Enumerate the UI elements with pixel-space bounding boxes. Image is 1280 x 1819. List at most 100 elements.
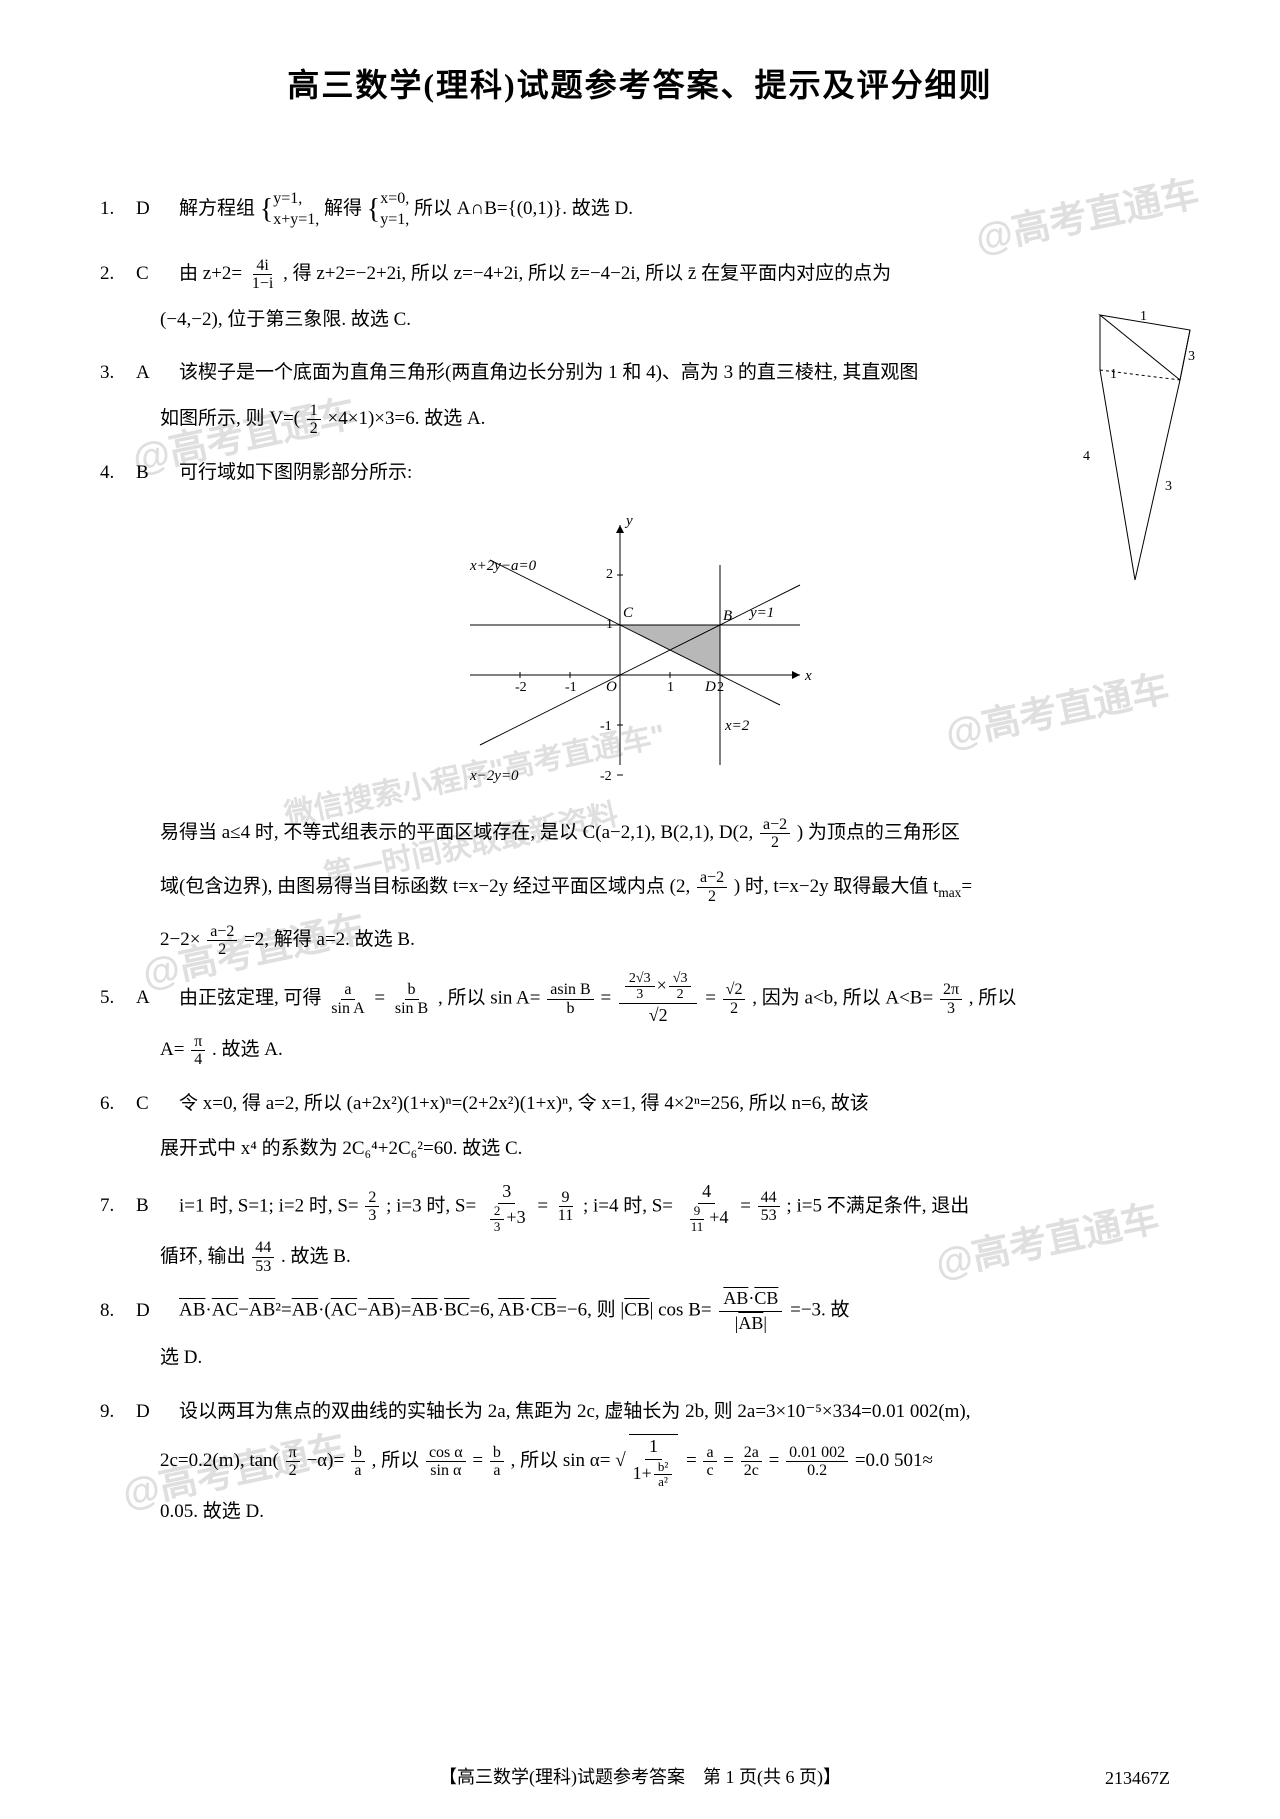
frac-den: √2 (645, 1004, 672, 1027)
sys-line: x=0, (380, 189, 409, 210)
frac-den: 2 (673, 987, 688, 1002)
text: 该楔子是一个底面为直角三角形(两直角边长分别为 1 和 4)、高为 3 的直三棱… (179, 362, 918, 383)
frac-num: b (405, 981, 419, 1000)
frac-den: |AB| (731, 1312, 771, 1335)
text: . 故选 B. (281, 1246, 351, 1267)
vector: CB (624, 1300, 649, 1321)
svg-text:C: C (623, 605, 634, 621)
text: . 故选 A. (212, 1039, 283, 1060)
text: 易得当 a≤4 时, 不等式组表示的平面区域存在, 是以 C(a−2,1), B… (160, 822, 753, 843)
frac-num: 9 (559, 1189, 573, 1208)
svg-text:O: O (606, 679, 617, 695)
text: 域(包含边界), 由图易得当目标函数 t=x−2y 经过平面区域内点 (2, (160, 876, 690, 897)
item-num: 5. (100, 975, 136, 1021)
item-answer: D (136, 186, 160, 232)
frac-den: a (490, 1462, 503, 1480)
frac-num: 44 (758, 1189, 780, 1208)
coordinate-graph: -2 -1 1 2 1 2 -1 -2 x (100, 505, 1180, 790)
svg-text:B: B (723, 608, 732, 624)
sub: max (938, 885, 961, 900)
frac-num: √3 (669, 971, 692, 987)
text: − (357, 1300, 368, 1321)
frac-den: 11 (555, 1207, 576, 1225)
text: | (763, 1313, 767, 1333)
svg-text:x: x (804, 668, 812, 684)
text: 1+ (633, 1463, 652, 1483)
text: ; i=4 时, S= (583, 1195, 673, 1216)
text: =0.0 501≈ (855, 1450, 933, 1471)
prism-label: 3 (1165, 479, 1172, 494)
text: )= (394, 1300, 411, 1321)
text: +3 (506, 1207, 525, 1227)
vector: AB (368, 1300, 394, 1321)
frac-num: 1 (307, 402, 321, 421)
item-1: 1.D 解方程组 {y=1,x+y=1, 解得 {x=0,y=1, 所以 A∩B… (100, 176, 1180, 243)
frac-num: a−2 (207, 923, 237, 942)
frac-den: 2 (286, 1462, 300, 1480)
frac-num: b (490, 1444, 504, 1463)
frac-num: cos α (426, 1444, 466, 1463)
vector: CB (754, 1288, 778, 1308)
text: ) 时, t=x−2y 取得最大值 t (734, 876, 939, 897)
vector: AB (292, 1300, 318, 1321)
text: 解得 (324, 198, 362, 219)
frac-num: π (286, 1444, 300, 1463)
text: 由正弦定理, 可得 (179, 987, 322, 1008)
frac-num: a−2 (760, 816, 790, 835)
text: −α)= (306, 1450, 344, 1471)
vector: AB (498, 1300, 524, 1321)
svg-text:x=2: x=2 (724, 718, 750, 734)
frac-num: 2a (741, 1444, 762, 1463)
frac-den: a (351, 1462, 364, 1480)
item-8: 8.D AB·AC−AB²=AB·(AC−AB)=AB·BC=6, AB·CB=… (100, 1287, 1180, 1380)
text: 2c=0.2(m), tan( (160, 1450, 279, 1471)
text: ; i=3 时, S= (386, 1195, 476, 1216)
text: i=1 时, S=1; i=2 时, S= (179, 1195, 359, 1216)
frac-den: 2c (741, 1462, 762, 1480)
frac-num: AB·CB (719, 1287, 782, 1311)
item-answer: C (136, 1081, 160, 1127)
text: +4 (709, 1207, 728, 1227)
frac-num: a (341, 981, 354, 1000)
text: 所以 A∩B={(0,1)}. 故选 D. (414, 198, 633, 219)
page-title: 高三数学(理科)试题参考答案、提示及评分细则 (100, 60, 1180, 106)
frac-num: a (703, 1444, 716, 1463)
text: , 所以 (969, 987, 1017, 1008)
item-4-cont: 易得当 a≤4 时, 不等式组表示的平面区域存在, 是以 C(a−2,1), B… (100, 810, 1180, 856)
item-7: 7.B i=1 时, S=1; i=2 时, S= 23 ; i=3 时, S=… (100, 1180, 1180, 1280)
frac-num: asin B (547, 981, 593, 1000)
item-5: 5.A 由正弦定理, 可得 asin A = bsin B , 所以 sin A… (100, 971, 1180, 1073)
svg-text:D: D (704, 679, 716, 695)
prism-label: 1 (1140, 310, 1147, 324)
text: 2−2× (160, 929, 200, 950)
text: A= (160, 1039, 184, 1060)
page-footer: 【高三数学(理科)试题参考答案 第 1 页(共 6 页)】 (0, 1763, 1280, 1789)
vector: AC (212, 1300, 238, 1321)
text: ) 为顶点的三角形区 (797, 822, 960, 843)
vector: AB (179, 1300, 205, 1321)
frac-den: 3 (632, 987, 647, 1002)
item-answer: D (136, 1288, 160, 1334)
frac-den: 23+3 (484, 1204, 530, 1234)
svg-text:2: 2 (606, 567, 613, 582)
item-num: 8. (100, 1288, 136, 1334)
item-6: 6.C 令 x=0, 得 a=2, 所以 (a+2x²)(1+x)ⁿ=(2+2x… (100, 1081, 1180, 1172)
vector: AB (411, 1300, 437, 1321)
frac-den: 3 (944, 1000, 958, 1018)
svg-text:y=1: y=1 (748, 605, 774, 621)
text: | cos B= (650, 1300, 712, 1321)
text: 循环, 输出 (160, 1246, 246, 1267)
item-num: 7. (100, 1183, 136, 1229)
item-9: 9.D 设以两耳为焦点的双曲线的实轴长为 2a, 焦距为 2c, 虚轴长为 2b… (100, 1389, 1180, 1535)
vector: BC (444, 1300, 469, 1321)
sys-line: y=1, (380, 210, 409, 231)
item-num: 2. (100, 251, 136, 297)
prism-label: 4 (1083, 449, 1090, 464)
frac-den: 11 (687, 1220, 708, 1234)
text: = (537, 1195, 548, 1216)
text: = (705, 987, 716, 1008)
frac-num: 0.01 002 (786, 1444, 848, 1463)
frac-num: 4 (698, 1180, 715, 1204)
text: ; i=5 不满足条件, 退出 (786, 1195, 969, 1216)
frac-num: 2 (365, 1189, 379, 1208)
